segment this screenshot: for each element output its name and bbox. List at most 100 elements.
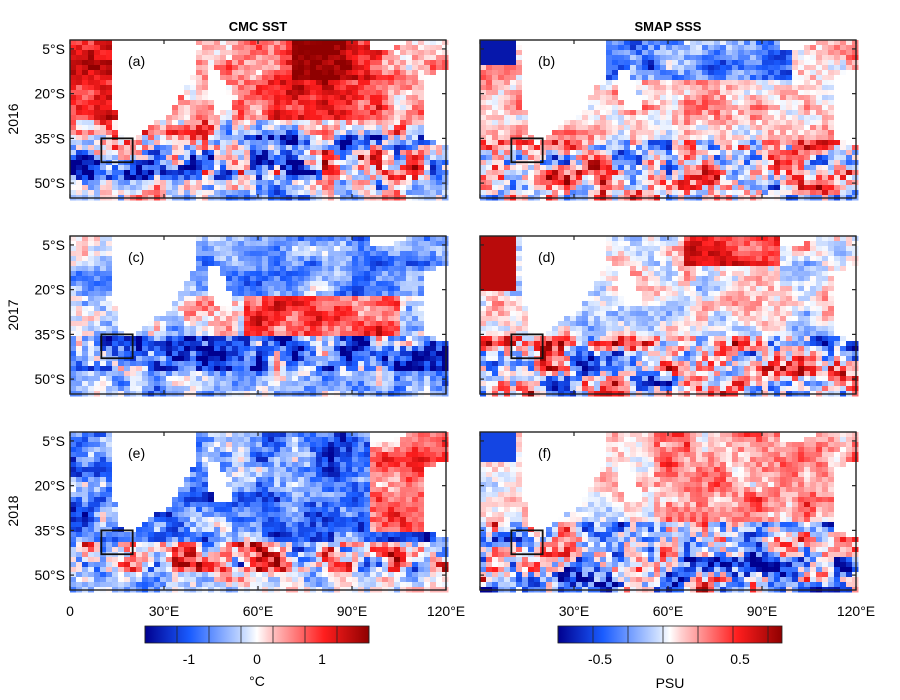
anomaly-cell [756, 120, 763, 126]
anomaly-cell [334, 45, 341, 51]
anomaly-cell [720, 125, 727, 131]
anomaly-cell [100, 256, 107, 262]
anomaly-cell [750, 185, 757, 191]
anomaly-cell [208, 135, 215, 141]
anomaly-cell [124, 120, 131, 126]
anomaly-cell [768, 55, 775, 61]
anomaly-cell [768, 130, 775, 136]
anomaly-cell [522, 80, 529, 86]
anomaly-cell [256, 155, 263, 161]
anomaly-cell [148, 105, 155, 111]
anomaly-cell [400, 296, 407, 302]
anomaly-cell [214, 296, 221, 302]
anomaly-cell [654, 150, 661, 156]
anomaly-cell [286, 185, 293, 191]
anomaly-cell [400, 60, 407, 66]
anomaly-cell [714, 165, 721, 171]
anomaly-cell [310, 266, 317, 272]
anomaly-cell [834, 90, 841, 96]
anomaly-cell [304, 95, 311, 101]
anomaly-cell [148, 140, 155, 146]
anomaly-cell [388, 155, 395, 161]
anomaly-cell [412, 155, 419, 161]
anomaly-cell [118, 306, 125, 312]
anomaly-cell [406, 145, 413, 151]
anomaly-cell [822, 130, 829, 136]
anomaly-cell [100, 306, 107, 312]
anomaly-cell [190, 125, 197, 131]
anomaly-cell [322, 125, 329, 131]
anomaly-cell [142, 276, 149, 282]
anomaly-cell [154, 190, 161, 196]
anomaly-cell [262, 85, 269, 91]
anomaly-cell [534, 165, 541, 171]
anomaly-cell [382, 55, 389, 61]
anomaly-cell [178, 261, 185, 267]
anomaly-cell [480, 85, 487, 91]
anomaly-cell [744, 190, 751, 196]
anomaly-cell [328, 100, 335, 106]
anomaly-cell [636, 155, 643, 161]
anomaly-cell [226, 175, 233, 181]
anomaly-cell [268, 286, 275, 292]
anomaly-cell [274, 301, 281, 307]
anomaly-cell [382, 241, 389, 247]
anomaly-cell [522, 110, 529, 116]
anomaly-cell [840, 140, 847, 146]
anomaly-cell [400, 45, 407, 51]
anomaly-cell [660, 130, 667, 136]
anomaly-cell [498, 170, 505, 176]
anomaly-cell [334, 241, 341, 247]
anomaly-cell [840, 105, 847, 111]
anomaly-cell [304, 50, 311, 56]
anomaly-cell [244, 256, 251, 262]
anomaly-cell [774, 160, 781, 166]
anomaly-cell [810, 140, 817, 146]
anomaly-cell [106, 130, 113, 136]
anomaly-cell [238, 115, 245, 121]
anomaly-cell [88, 175, 95, 181]
anomaly-cell [274, 170, 281, 176]
anomaly-cell [304, 296, 311, 302]
anomaly-cell [436, 296, 443, 302]
anomaly-cell [642, 170, 649, 176]
anomaly-cell [118, 45, 125, 51]
anomaly-cell [558, 175, 565, 181]
anomaly-cell [480, 65, 487, 71]
anomaly-cell [214, 110, 221, 116]
anomaly-cell [352, 251, 359, 257]
anomaly-cell [732, 115, 739, 121]
anomaly-cell [184, 75, 191, 81]
anomaly-cell [702, 180, 709, 186]
anomaly-cell [250, 80, 257, 86]
anomaly-cell [196, 45, 203, 51]
anomaly-cell [136, 175, 143, 181]
anomaly-cell [516, 95, 523, 101]
anomaly-cell [340, 241, 347, 247]
anomaly-cell [690, 145, 697, 151]
anomaly-cell [442, 95, 449, 101]
anomaly-cell [810, 115, 817, 121]
anomaly-cell [238, 105, 245, 111]
anomaly-cell [118, 185, 125, 191]
anomaly-cell [256, 291, 263, 297]
anomaly-cell [232, 130, 239, 136]
anomaly-cell [220, 75, 227, 81]
anomaly-cell [648, 120, 655, 126]
anomaly-cell [546, 145, 553, 151]
anomaly-cell [612, 120, 619, 126]
anomaly-cell [202, 110, 209, 116]
anomaly-cell [424, 145, 431, 151]
anomaly-cell [600, 190, 607, 196]
anomaly-cell [184, 90, 191, 96]
anomaly-cell [136, 125, 143, 131]
anomaly-cell [822, 75, 829, 81]
anomaly-cell [328, 120, 335, 126]
anomaly-cell [346, 175, 353, 181]
anomaly-cell [310, 55, 317, 61]
anomaly-cell [828, 105, 835, 111]
anomaly-cell [238, 251, 245, 257]
anomaly-cell [172, 256, 179, 262]
anomaly-cell [226, 190, 233, 196]
anomaly-cell [166, 291, 173, 297]
